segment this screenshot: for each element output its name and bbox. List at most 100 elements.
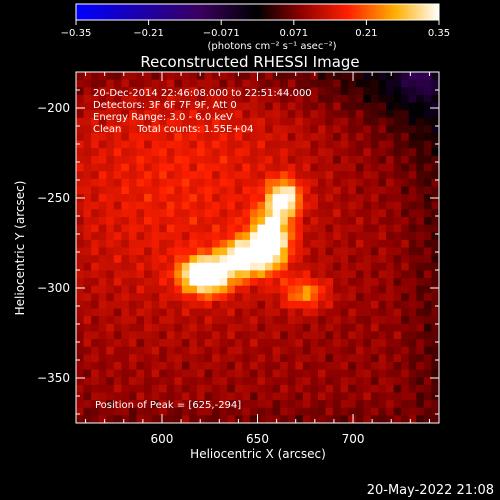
heatmap-cell xyxy=(83,415,92,424)
heatmap-cell xyxy=(128,369,137,378)
heatmap-cell xyxy=(416,361,425,370)
heatmap-cell xyxy=(234,308,243,317)
heatmap-cell xyxy=(370,224,379,233)
heatmap-cell xyxy=(287,102,296,111)
heatmap-cell xyxy=(333,163,342,172)
heatmap-cell xyxy=(325,125,334,134)
heatmap-cell xyxy=(318,155,326,164)
heatmap-cell xyxy=(83,125,92,134)
heatmap-cell xyxy=(355,186,364,195)
heatmap-cell xyxy=(128,171,137,180)
heatmap-cell xyxy=(136,377,145,386)
heatmap-cell xyxy=(310,384,319,393)
heatmap-cell xyxy=(197,148,205,157)
heatmap-cell xyxy=(144,270,153,279)
heatmap-cell xyxy=(431,186,440,195)
heatmap-cell xyxy=(212,194,221,203)
heatmap-cell xyxy=(280,186,289,195)
heatmap-cell xyxy=(121,155,130,164)
heatmap-cell xyxy=(174,239,183,248)
heatmap-cell xyxy=(257,125,266,134)
heatmap-cell xyxy=(83,178,92,187)
heatmap-cell xyxy=(265,125,274,134)
heatmap-cell xyxy=(136,239,145,248)
heatmap-cell xyxy=(83,392,92,401)
heatmap-cell xyxy=(393,87,402,96)
heatmap-cell xyxy=(212,285,221,294)
heatmap-cell xyxy=(355,224,364,233)
heatmap-cell xyxy=(181,407,190,416)
heatmap-cell xyxy=(408,262,417,271)
heatmap-cell xyxy=(325,171,334,180)
heatmap-cell xyxy=(325,155,334,164)
heatmap-cell xyxy=(159,79,168,88)
heatmap-cell xyxy=(197,270,205,279)
heatmap-cell xyxy=(348,216,357,226)
heatmap-cell xyxy=(151,224,160,233)
heatmap-cell xyxy=(257,255,266,264)
heatmap-cell xyxy=(386,163,395,172)
heatmap-cell xyxy=(287,155,296,164)
heatmap-cell xyxy=(287,339,296,348)
heatmap-cell xyxy=(287,216,296,226)
heatmap-cell xyxy=(265,331,274,340)
heatmap-cell xyxy=(212,72,221,81)
heatmap-cell xyxy=(431,110,440,119)
heatmap-cell xyxy=(204,285,213,294)
heatmap-cell xyxy=(159,323,168,332)
heatmap-cell xyxy=(121,102,130,111)
heatmap-cell xyxy=(204,194,213,203)
heatmap-cell xyxy=(83,163,92,172)
heatmap-cell xyxy=(197,232,205,241)
heatmap-cell xyxy=(219,163,228,172)
heatmap-cell xyxy=(249,178,258,187)
heatmap-cell xyxy=(121,369,130,378)
heatmap-cell xyxy=(423,79,432,88)
heatmap-cell xyxy=(136,117,145,126)
heatmap-cell xyxy=(287,186,296,195)
heatmap-cell xyxy=(355,216,364,226)
heatmap-cell xyxy=(370,148,379,157)
heatmap-cell xyxy=(151,178,160,187)
heatmap-cell xyxy=(355,308,364,317)
heatmap-cell xyxy=(98,323,107,332)
heatmap-cell xyxy=(295,293,304,302)
heatmap-cell xyxy=(128,247,137,256)
heatmap-cell xyxy=(370,308,379,317)
heatmap-cell xyxy=(408,224,417,233)
heatmap-cell xyxy=(136,163,145,172)
heatmap-cell xyxy=(83,239,92,248)
heatmap-cell xyxy=(181,72,190,81)
heatmap-cell xyxy=(416,239,425,248)
heatmap-cell xyxy=(121,239,130,248)
heatmap-cell xyxy=(219,178,228,187)
heatmap-cell xyxy=(363,194,372,203)
heatmap-cell xyxy=(76,232,84,241)
heatmap-cell xyxy=(83,300,92,309)
heatmap-cell xyxy=(325,400,334,409)
heatmap-cell xyxy=(393,171,402,180)
heatmap-cell xyxy=(234,110,243,119)
heatmap-cell xyxy=(302,72,311,81)
heatmap-cell xyxy=(280,79,289,88)
heatmap-cell xyxy=(219,224,228,233)
heatmap-cell xyxy=(121,361,130,370)
heatmap-cell xyxy=(287,400,296,409)
heatmap-cell xyxy=(234,171,243,180)
heatmap-cell xyxy=(280,72,289,81)
heatmap-cell xyxy=(348,209,357,218)
heatmap-cell xyxy=(416,308,425,317)
heatmap-cell xyxy=(318,392,326,401)
heatmap-cell xyxy=(227,262,236,271)
heatmap-cell xyxy=(325,94,334,103)
heatmap-cell xyxy=(242,201,251,210)
heatmap-cell xyxy=(242,148,251,157)
heatmap-cell xyxy=(401,148,410,157)
heatmap-cell xyxy=(401,133,410,142)
heatmap-cell xyxy=(370,361,379,370)
heatmap-cell xyxy=(98,270,107,279)
heatmap-cell xyxy=(325,232,334,241)
heatmap-cell xyxy=(83,79,92,88)
heatmap-cell xyxy=(151,186,160,195)
heatmap-cell xyxy=(363,354,372,363)
